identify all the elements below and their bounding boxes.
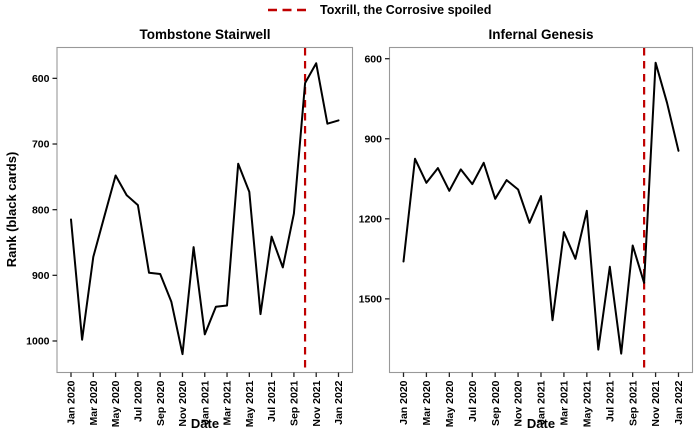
x-tick-label: Nov 2020 xyxy=(513,380,525,426)
x-tick-label: Sep 2020 xyxy=(155,380,167,426)
panel-infernal-genesis: 600 900 1200 1500 Jan 2020 Mar 2020 May 2020 Ju… xyxy=(359,46,694,427)
x-tick-label: Mar 2020 xyxy=(88,380,100,425)
x-tick-label: May 2021 xyxy=(244,380,256,427)
x-tick-label: Mar 2021 xyxy=(222,380,234,425)
x-axis-title-left: Date xyxy=(191,416,219,431)
x-tick-label: Jul 2021 xyxy=(266,380,278,422)
x-tick-label: Sep 2021 xyxy=(627,380,639,426)
x-tick-label: Jan 2021 xyxy=(199,380,211,425)
legend-label: Toxrill, the Corrosive spoiled xyxy=(320,3,491,17)
x-tick-label: Jul 2020 xyxy=(132,380,144,422)
x-tick-label: Jul 2021 xyxy=(604,380,616,422)
rank-series-line xyxy=(402,61,680,355)
y-tick-label: 600 xyxy=(364,53,382,65)
y-tick-label: 1200 xyxy=(359,213,383,225)
y-tick-label: 800 xyxy=(32,204,50,216)
y-axis-title: Rank (black cards) xyxy=(4,152,19,268)
y-tick-label: 1500 xyxy=(359,293,383,305)
panel-title-infernal-genesis: Infernal Genesis xyxy=(488,27,593,42)
y-tick-label: 700 xyxy=(32,139,50,151)
panel-border xyxy=(388,46,694,374)
x-tick-label: May 2020 xyxy=(110,380,122,427)
x-tick-label: Mar 2021 xyxy=(559,380,571,425)
y-tick-label: 600 xyxy=(32,73,50,85)
panel-border xyxy=(56,46,354,374)
panel-tombstone-stairwell: 600 700 800 900 1000 Jan 2020 Mar 2020 May 2020… xyxy=(26,46,354,427)
y-tick-label: 1000 xyxy=(26,336,50,348)
x-tick-label: Jan 2021 xyxy=(536,380,548,425)
y-tick-label: 900 xyxy=(32,270,50,282)
x-tick-label: Sep 2020 xyxy=(490,380,502,426)
x-tick-label: Jan 2020 xyxy=(398,380,410,425)
legend: Toxrill, the Corrosive spoiled xyxy=(268,3,491,17)
x-tick-label: May 2020 xyxy=(444,380,456,427)
x-tick-label: Nov 2021 xyxy=(311,380,323,426)
x-tick-label: Jan 2022 xyxy=(333,380,345,425)
panel-title-tombstone-stairwell: Tombstone Stairwell xyxy=(139,27,270,42)
rank-series-line xyxy=(70,62,340,356)
x-axis-title-right: Date xyxy=(527,416,555,431)
x-tick-label: Mar 2020 xyxy=(421,380,433,425)
y-tick-label: 900 xyxy=(364,133,382,145)
x-tick-label: Jan 2022 xyxy=(673,380,685,425)
x-tick-label: Jul 2020 xyxy=(467,380,479,422)
x-tick-label: Sep 2021 xyxy=(289,380,301,426)
x-tick-label: May 2021 xyxy=(581,380,593,427)
x-tick-label: Jan 2020 xyxy=(66,380,78,425)
x-tick-label: Nov 2020 xyxy=(177,380,189,426)
x-tick-label: Nov 2021 xyxy=(650,380,662,426)
